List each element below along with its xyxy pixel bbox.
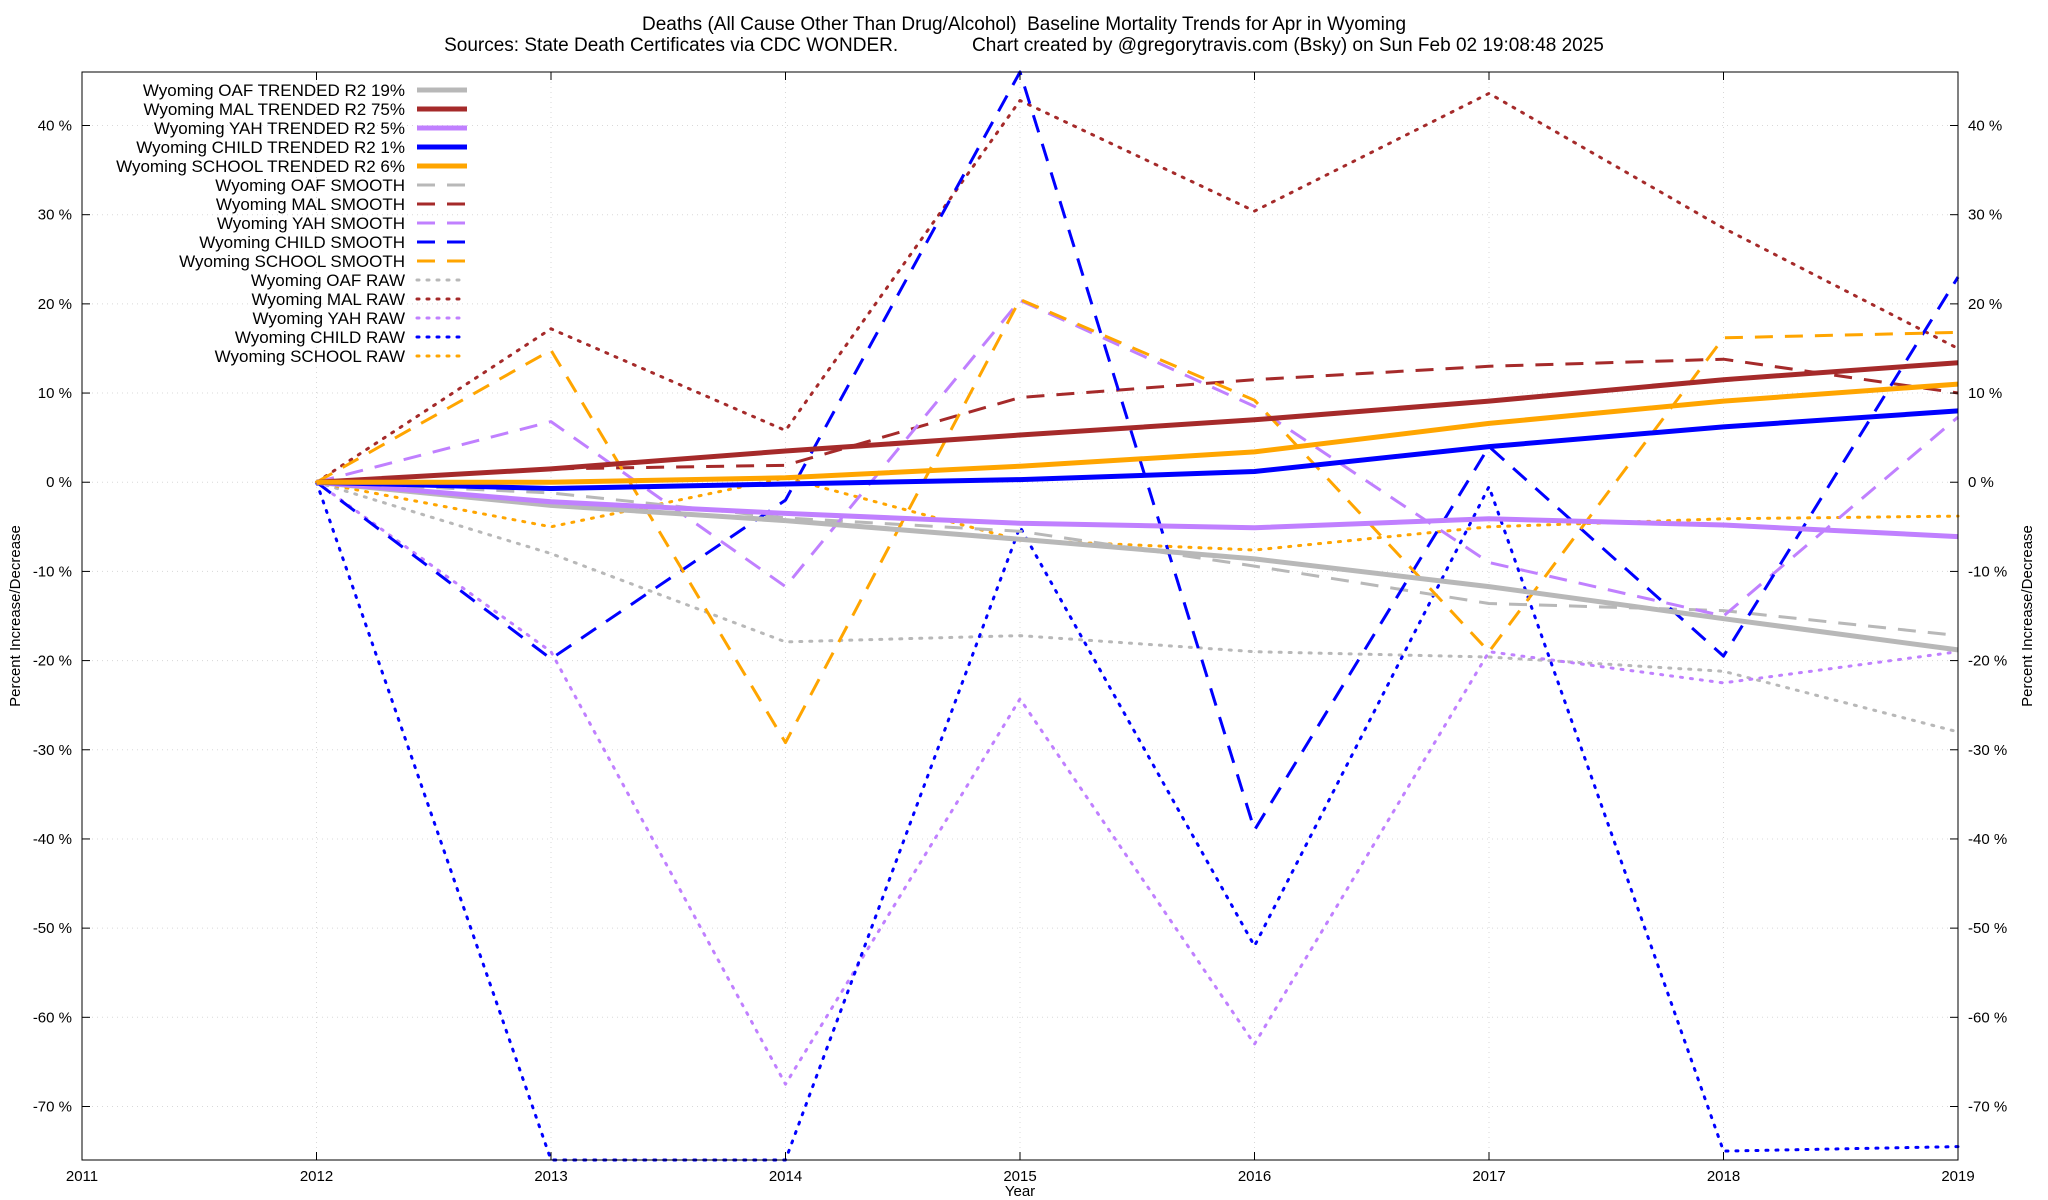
series-lines [315, 70, 1960, 1162]
y2-tick-label: -40 % [1968, 831, 2007, 848]
y-tick-label: -70 % [33, 1098, 72, 1115]
legend-label: Wyoming OAF SMOOTH [215, 176, 405, 195]
y-tick-label: 0 % [46, 474, 72, 491]
y-tick-label: -60 % [33, 1009, 72, 1026]
y2-tick-label: 10 % [1968, 385, 2002, 402]
x-tick-label: 2018 [1707, 1168, 1740, 1185]
axis-ticks: 2011 2012 2013 2014 2015 2016 2017 2018 2019 40 %… [33, 72, 2007, 1185]
y-tick-label: -30 % [33, 742, 72, 759]
legend-label: Wyoming SCHOOL SMOOTH [179, 252, 405, 271]
y2-tick-label: -30 % [1968, 742, 2007, 759]
y-tick-label: -40 % [33, 831, 72, 848]
x-axis-title: Year [1005, 1183, 1035, 1200]
legend-label: Wyoming CHILD SMOOTH [199, 233, 405, 252]
series-line-7 [316, 298, 1959, 618]
legend-label: Wyoming CHILD RAW [235, 328, 405, 347]
series-line-4 [316, 381, 1959, 485]
x-tick-label: 2014 [769, 1168, 802, 1185]
x-tick-label: 2012 [300, 1168, 333, 1185]
series-line-10 [315, 480, 1960, 734]
y2-tick-label: -20 % [1968, 653, 2007, 670]
series-line-3 [316, 408, 1959, 491]
y2-tick-label: 30 % [1968, 207, 2002, 224]
series-line-11 [315, 91, 1960, 484]
series-line-13 [315, 480, 1960, 1162]
legend-label: Wyoming OAF RAW [251, 271, 405, 290]
legend-label: Wyoming MAL TRENDED R2 75% [143, 100, 405, 119]
y-tick-label: 30 % [38, 207, 72, 224]
y2-tick-label: 40 % [1968, 118, 2002, 135]
y2-tick-label: 0 % [1968, 474, 1994, 491]
y2-tick-label: -70 % [1968, 1098, 2007, 1115]
series-line-1 [316, 360, 1959, 485]
legend-label: Wyoming CHILD TRENDED R2 1% [136, 138, 405, 157]
y-tick-label: 20 % [38, 296, 72, 313]
series-line-0 [316, 479, 1959, 653]
series-line-9 [315, 297, 1959, 745]
x-tick-label: 2013 [534, 1168, 567, 1185]
chart-subtitle: Sources: State Death Certificates via CD… [444, 35, 1604, 56]
legend-label: Wyoming YAH TRENDED R2 5% [154, 119, 405, 138]
series-line-8 [315, 70, 1960, 832]
x-tick-label: 2015 [1003, 1168, 1036, 1185]
y2-tick-label: -60 % [1968, 1009, 2007, 1026]
x-tick-label: 2011 [66, 1168, 98, 1185]
x-tick-label: 2017 [1472, 1168, 1505, 1185]
legend-label: Wyoming SCHOOL TRENDED R2 6% [116, 157, 405, 176]
series-line-2 [316, 479, 1959, 540]
legend-label: Wyoming MAL RAW [252, 290, 406, 309]
y-tick-label: 40 % [38, 118, 72, 135]
legend: Wyoming OAF TRENDED R2 19%Wyoming MAL TR… [116, 81, 469, 366]
y-tick-label: -50 % [33, 920, 72, 937]
y2-tick-label: 20 % [1968, 296, 2002, 313]
legend-label: Wyoming SCHOOL RAW [215, 347, 405, 366]
y-tick-label: 10 % [38, 385, 72, 402]
y-axis-title: Percent Increase/Decrease [7, 525, 24, 707]
legend-label: Wyoming YAH SMOOTH [217, 214, 405, 233]
x-tick-label: 2016 [1238, 1168, 1271, 1185]
legend-label: Wyoming YAH RAW [252, 309, 405, 328]
legend-label: Wyoming OAF TRENDED R2 19% [143, 81, 405, 100]
y2-axis-title: Percent Increase/Decrease [2019, 525, 2036, 707]
series-line-6 [316, 357, 1959, 484]
y2-tick-label: -10 % [1968, 563, 2007, 580]
series-line-14 [315, 476, 1960, 552]
legend-label: Wyoming MAL SMOOTH [216, 195, 405, 214]
y-tick-label: -20 % [33, 653, 72, 670]
y2-tick-label: -50 % [1968, 920, 2007, 937]
series-line-12 [315, 480, 1960, 1086]
x-tick-label: 2019 [1941, 1168, 1974, 1185]
chart-title: Deaths (All Cause Other Than Drug/Alcoho… [641, 14, 1407, 35]
y-tick-label: -10 % [33, 563, 72, 580]
